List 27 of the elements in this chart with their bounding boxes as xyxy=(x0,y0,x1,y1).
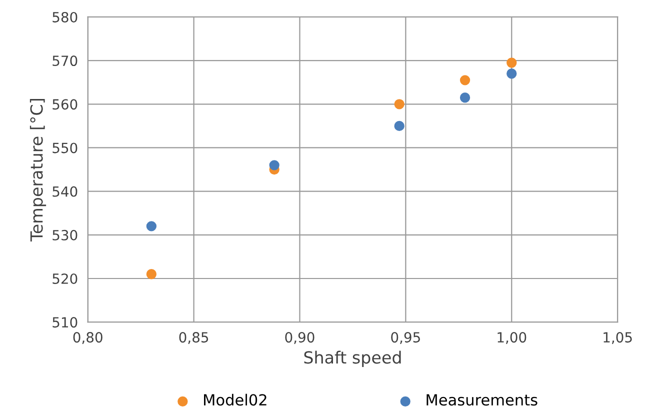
y-tick-label: 540 xyxy=(52,186,78,197)
point xyxy=(146,269,157,280)
x-tick-label: 1,05 xyxy=(604,332,632,344)
x-tick-label: 0,85 xyxy=(179,332,208,344)
x-tick-label: 0,90 xyxy=(285,332,314,344)
point xyxy=(460,75,470,86)
y-tick-label: 530 xyxy=(52,230,78,240)
y-tick-label: 570 xyxy=(52,56,78,66)
point xyxy=(394,99,404,110)
legend-label: Measurements xyxy=(426,394,538,406)
point xyxy=(460,92,470,103)
point xyxy=(506,58,517,68)
point xyxy=(394,120,404,132)
y-tick-label: 520 xyxy=(52,273,78,284)
x-tick-label: 0,80 xyxy=(73,332,102,344)
point xyxy=(506,68,517,79)
point xyxy=(269,160,280,170)
x-tick-label: 0,95 xyxy=(391,332,420,344)
x-tick-label: 1,00 xyxy=(498,332,526,344)
y-tick-label: 560 xyxy=(52,99,78,110)
y-tick-label: 510 xyxy=(52,317,78,328)
point xyxy=(146,221,157,232)
y-tick-label: 550 xyxy=(52,142,78,154)
y-tick-label: 580 xyxy=(52,12,78,22)
x-axis-title: Shaft speed xyxy=(304,350,401,367)
y-axis-title: Temperature [°C] xyxy=(30,99,46,242)
legend-label: Model02 xyxy=(204,394,266,406)
